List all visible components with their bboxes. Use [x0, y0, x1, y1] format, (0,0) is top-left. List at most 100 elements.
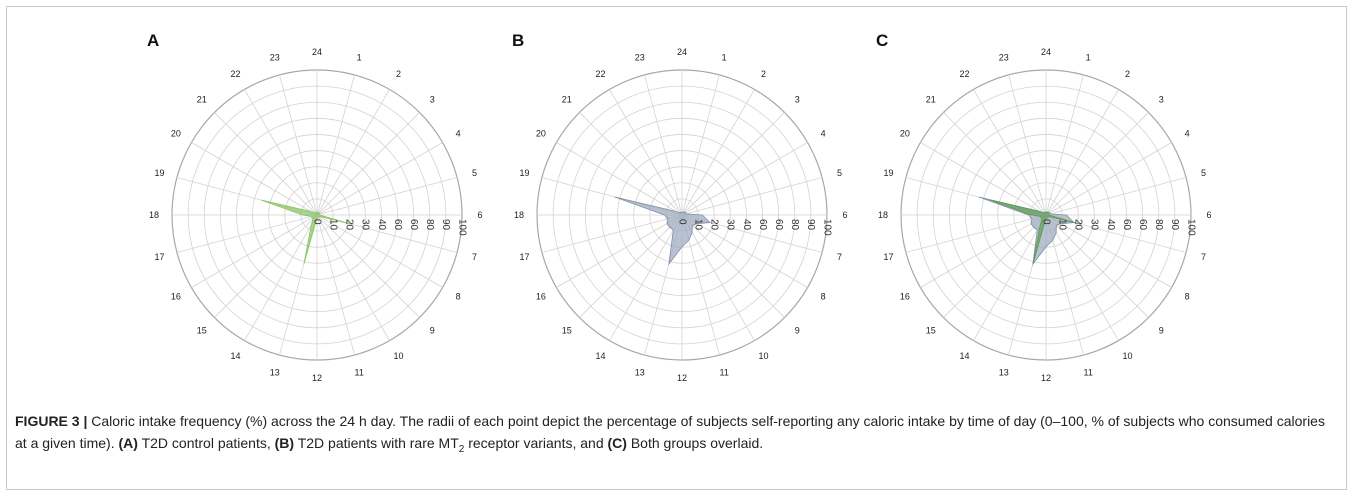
- hour-label: 8: [821, 292, 826, 302]
- hour-label: 16: [171, 292, 181, 302]
- grid-spoke: [681, 89, 755, 216]
- grid-spoke: [973, 214, 1047, 341]
- radar-panel-a: A241234567891011121314151617181920212223…: [147, 31, 483, 383]
- hour-label: 6: [842, 210, 847, 220]
- hour-label: 2: [1125, 69, 1130, 79]
- panel-letter: A: [147, 31, 159, 50]
- grid-spoke: [279, 74, 318, 216]
- hour-label: 3: [1159, 95, 1164, 105]
- grid-spoke: [316, 112, 420, 216]
- hour-label: 7: [472, 252, 477, 262]
- grid-spoke: [191, 214, 318, 288]
- radial-tick-label: 90: [805, 219, 816, 231]
- radial-tick-label: 10: [1056, 219, 1067, 231]
- grid-spoke: [1045, 214, 1119, 341]
- hour-label: 21: [197, 95, 207, 105]
- grid-spoke: [1045, 214, 1149, 318]
- grid-spoke: [176, 214, 318, 253]
- grid-spoke: [579, 112, 683, 216]
- hour-label: 12: [1041, 373, 1051, 383]
- hour-label: 10: [393, 351, 403, 361]
- hour-label: 2: [396, 69, 401, 79]
- grid-spoke: [316, 177, 458, 216]
- hour-label: 23: [270, 53, 280, 63]
- grid-spoke: [905, 214, 1047, 253]
- radial-tick-label: 40: [741, 219, 752, 231]
- hour-label: 4: [456, 129, 461, 139]
- grid-spoke: [943, 112, 1047, 216]
- grid-spoke: [1045, 177, 1187, 216]
- radial-tick-label: 20: [344, 219, 355, 231]
- grid-spoke: [1045, 214, 1172, 288]
- hour-label: 22: [595, 69, 605, 79]
- hour-label: 13: [999, 367, 1009, 377]
- grid-spoke: [681, 142, 808, 216]
- hour-label: 4: [1185, 129, 1190, 139]
- hour-label: 10: [758, 351, 768, 361]
- grid-spoke: [681, 74, 720, 216]
- grid-spoke: [556, 142, 683, 216]
- radial-tick-label: 20: [709, 219, 720, 231]
- grid-spoke: [609, 89, 683, 216]
- hour-label: 14: [230, 351, 240, 361]
- radial-tick-label: 10: [692, 219, 703, 231]
- hour-label: 18: [149, 210, 159, 220]
- caption-text-5: Both groups overlaid.: [626, 434, 764, 451]
- hour-label: 24: [677, 47, 687, 57]
- caption-text-1: Caloric intake frequency (%) across the …: [15, 413, 1325, 451]
- hour-label: 17: [884, 252, 894, 262]
- hour-label: 1: [1086, 53, 1091, 63]
- radial-tick-label: 60: [1137, 219, 1148, 231]
- hour-label: 15: [197, 325, 207, 335]
- hour-label: 22: [959, 69, 969, 79]
- hour-label: 6: [477, 210, 482, 220]
- hour-label: 7: [837, 252, 842, 262]
- hour-label: 16: [900, 292, 910, 302]
- grid-spoke: [943, 214, 1047, 318]
- grid-spoke: [1045, 74, 1084, 216]
- grid-spoke: [681, 177, 823, 216]
- hour-label: 18: [514, 210, 524, 220]
- figure-caption: FIGURE 3 | Caloric intake frequency (%) …: [15, 411, 1340, 460]
- radial-tick-label: 60: [773, 219, 784, 231]
- grid-spoke: [1008, 74, 1047, 216]
- hour-label: 11: [720, 367, 729, 377]
- grid-spoke: [316, 74, 355, 216]
- grid-spoke: [1045, 112, 1149, 216]
- radar-charts: A241234567891011121314151617181920212223…: [147, 31, 1212, 383]
- grid-spoke: [316, 214, 355, 356]
- hour-label: 10: [1122, 351, 1132, 361]
- radial-tick-label: 0: [676, 219, 687, 225]
- grid-spoke: [644, 74, 683, 216]
- hour-label: 1: [722, 53, 727, 63]
- hour-label: 17: [155, 252, 165, 262]
- grid-spoke: [681, 214, 755, 341]
- grid-spoke: [541, 214, 683, 253]
- hour-label: 3: [795, 95, 800, 105]
- grid-spoke: [579, 214, 683, 318]
- hour-label: 17: [520, 252, 530, 262]
- hour-label: 16: [536, 292, 546, 302]
- grid-spoke: [920, 142, 1047, 216]
- radial-tick-label: 40: [1105, 219, 1116, 231]
- grid-spoke: [681, 214, 785, 318]
- grid-spoke: [681, 112, 785, 216]
- panel-letter: B: [512, 31, 524, 50]
- panel-letter: C: [876, 31, 888, 50]
- caption-text-3: T2D patients with rare MT: [294, 434, 459, 451]
- radial-tick-label: 0: [1040, 219, 1051, 225]
- hour-label: 14: [595, 351, 605, 361]
- hour-label: 15: [926, 325, 936, 335]
- grid-spoke: [609, 214, 683, 341]
- hour-label: 24: [1041, 47, 1051, 57]
- data-series-polygon: [614, 196, 711, 266]
- hour-label: 13: [635, 367, 645, 377]
- grid-spoke: [214, 112, 318, 216]
- grid-spoke: [681, 214, 808, 288]
- grid-spoke: [316, 214, 443, 288]
- radial-tick-label: 30: [360, 219, 371, 231]
- caption-text-4: receptor variants, and: [464, 434, 608, 451]
- hour-label: 12: [312, 373, 322, 383]
- grid-spoke: [244, 89, 318, 216]
- caption-label-a: (A): [118, 434, 138, 451]
